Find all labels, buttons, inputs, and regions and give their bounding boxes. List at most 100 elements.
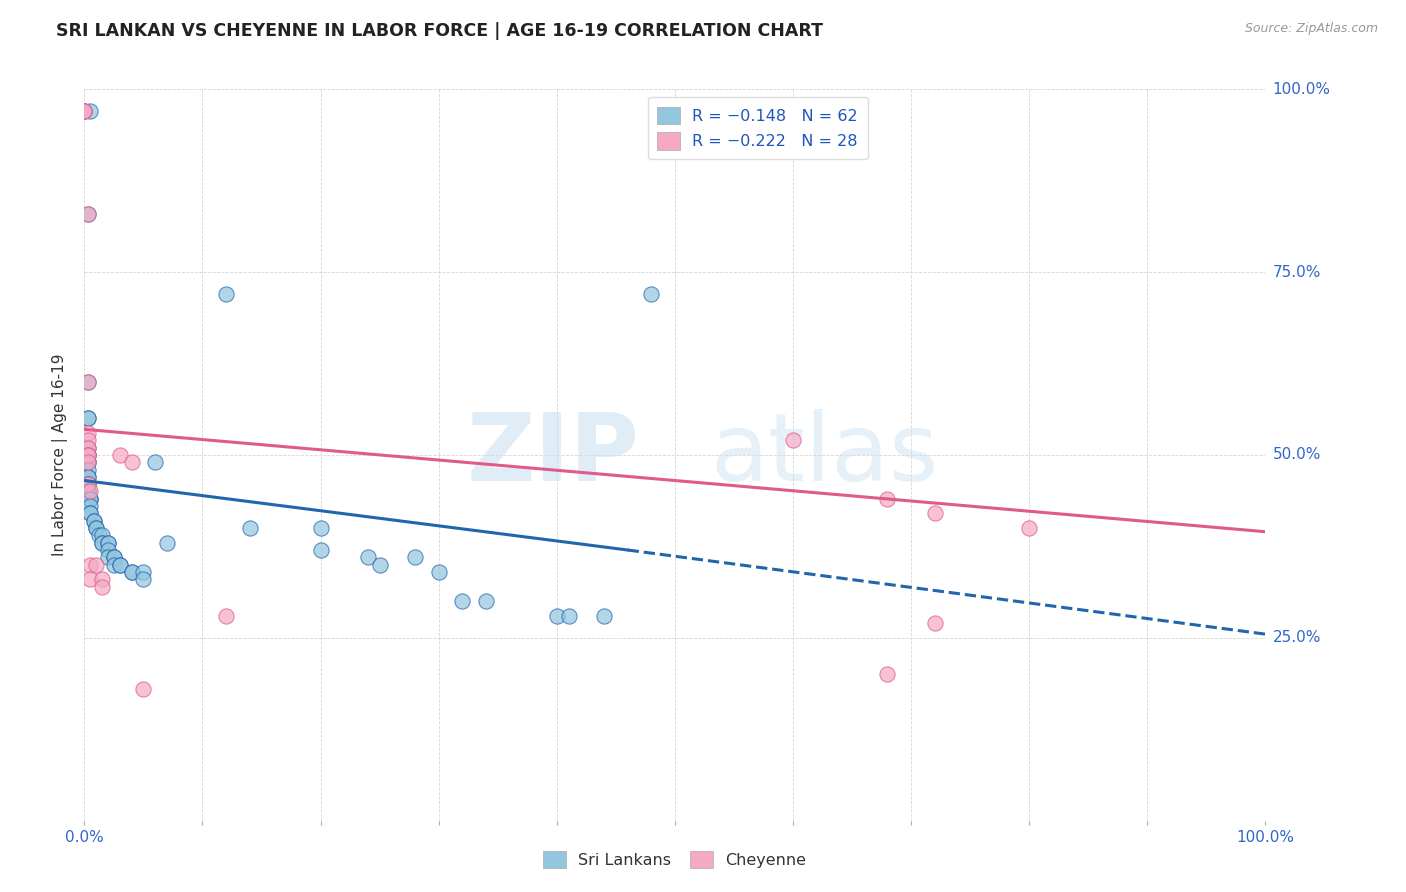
Point [593,608,616,623]
Point [91,580,114,594]
Point [121,565,143,579]
Point [97,550,120,565]
Point [77,462,100,476]
Point [77,477,100,491]
Point [475,594,498,608]
Point [97,543,120,558]
Point [77,484,100,499]
Y-axis label: In Labor Force | Age 16-19: In Labor Force | Age 16-19 [52,353,69,557]
Point [546,608,568,623]
Point [91,528,114,542]
Point [91,572,114,586]
Point [77,448,100,462]
Point [77,470,100,484]
Point [77,425,100,440]
Point [73,104,96,119]
Point [91,535,114,549]
Point [427,565,450,579]
Point [79,507,101,521]
Point [79,491,101,506]
Point [79,572,101,586]
Point [77,375,100,389]
Point [79,507,101,521]
Point [97,535,120,549]
Point [73,104,96,119]
Point [357,550,380,565]
Point [83,514,105,528]
Point [309,543,332,558]
Point [77,411,100,425]
Point [77,411,100,425]
Point [1018,521,1040,535]
Point [103,558,125,572]
Point [108,558,131,572]
Point [215,287,238,301]
Point [924,616,946,631]
Point [84,521,107,535]
Point [87,528,110,542]
Point [84,521,107,535]
Point [309,521,332,535]
Point [404,550,426,565]
Point [77,441,100,455]
Point [103,550,125,565]
Point [132,565,155,579]
Point [84,558,107,572]
Legend: Sri Lankans, Cheyenne: Sri Lankans, Cheyenne [537,845,813,875]
Point [77,455,100,469]
Point [77,455,100,469]
Point [79,104,101,119]
Point [368,558,391,572]
Text: Source: ZipAtlas.com: Source: ZipAtlas.com [1244,22,1378,36]
Point [73,104,96,119]
Point [77,448,100,462]
Point [77,206,100,220]
Point [215,608,238,623]
Point [132,572,155,586]
Point [79,491,101,506]
Text: 25.0%: 25.0% [1272,631,1320,645]
Point [77,434,100,448]
Point [782,434,804,448]
Point [97,535,120,549]
Point [79,499,101,513]
Text: 50.0%: 50.0% [1272,448,1320,462]
Point [156,535,179,549]
Point [103,550,125,565]
Point [451,594,474,608]
Point [77,477,100,491]
Point [77,470,100,484]
Point [108,448,131,462]
Point [239,521,262,535]
Text: 75.0%: 75.0% [1272,265,1320,279]
Point [557,608,579,623]
Point [77,448,100,462]
Text: atlas: atlas [710,409,939,501]
Point [79,558,101,572]
Point [83,514,105,528]
Point [79,491,101,506]
Point [77,477,100,491]
Point [77,375,100,389]
Point [77,484,100,499]
Text: 100.0%: 100.0% [1272,82,1330,96]
Point [79,484,101,499]
Point [132,681,155,696]
Point [924,507,946,521]
Point [77,206,100,220]
Point [876,667,898,681]
Point [77,455,100,469]
Text: ZIP: ZIP [467,409,640,501]
Point [640,287,662,301]
Point [121,565,143,579]
Point [108,558,131,572]
Point [77,441,100,455]
Point [121,455,143,469]
Text: SRI LANKAN VS CHEYENNE IN LABOR FORCE | AGE 16-19 CORRELATION CHART: SRI LANKAN VS CHEYENNE IN LABOR FORCE | … [56,22,824,40]
Point [876,491,898,506]
Point [91,535,114,549]
Point [73,104,96,119]
Point [73,104,96,119]
Point [143,455,166,469]
Point [77,448,100,462]
